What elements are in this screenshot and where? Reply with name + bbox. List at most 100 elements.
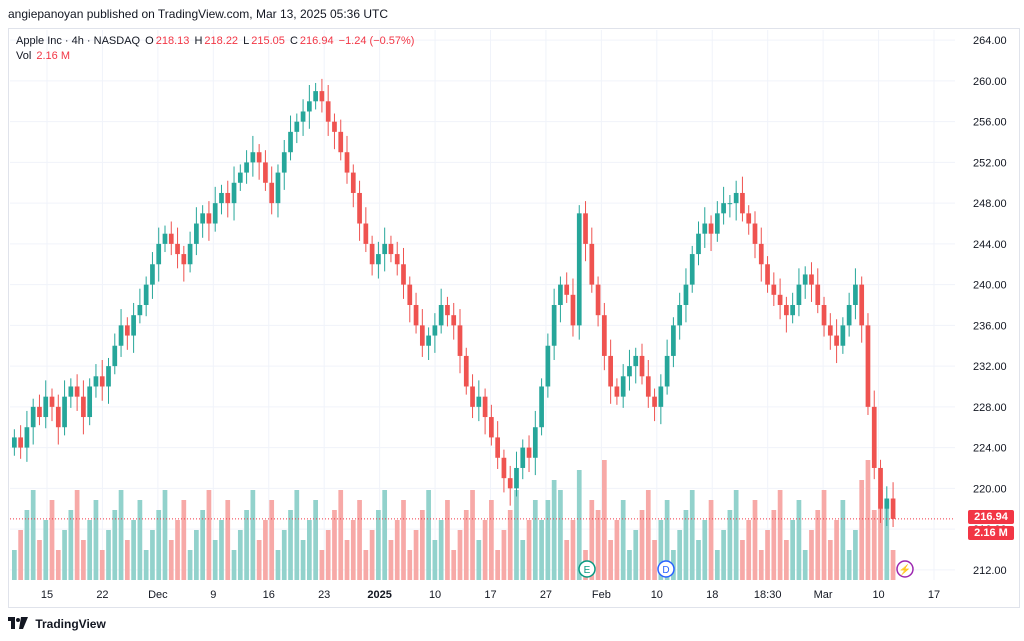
volume-bar <box>250 490 256 580</box>
volume-bar <box>595 510 601 580</box>
volume-bar <box>344 540 350 580</box>
volume-bar <box>790 520 796 580</box>
volume-bar <box>124 540 130 580</box>
volume-bar <box>168 540 174 580</box>
symbol-label[interactable]: Apple Inc · 4h · NASDAQ <box>16 35 141 47</box>
candle-body <box>865 325 871 407</box>
candle-body <box>809 274 814 285</box>
candle-body <box>438 305 444 326</box>
volume-bar <box>551 480 557 580</box>
volume-bar <box>369 530 375 580</box>
x-tick-label: 27 <box>540 589 552 601</box>
candle-body <box>784 305 789 316</box>
volume-bar <box>746 520 752 580</box>
candle-body <box>664 355 670 387</box>
y-tick-label: 252.00 <box>973 157 1007 169</box>
volume-bar <box>608 540 613 580</box>
candle-body <box>871 406 877 468</box>
x-tick-label: 18 <box>706 589 718 601</box>
candle-body <box>194 223 199 244</box>
volume-bar <box>558 490 563 580</box>
volume-bar <box>281 530 287 580</box>
candle-body <box>37 406 42 418</box>
footer-brand[interactable]: TradingView <box>8 617 106 637</box>
dividend-marker <box>657 560 675 578</box>
volume-bar <box>237 530 243 580</box>
candle-body <box>827 325 833 336</box>
volume-bar <box>419 510 425 580</box>
volume-bar <box>162 490 168 580</box>
publisher-text: angiepanoyan published on TradingView.co… <box>8 7 389 21</box>
candle-body <box>369 243 375 265</box>
x-tick-label: 15 <box>41 589 53 601</box>
volume-bar <box>878 490 883 580</box>
volume-bar <box>212 540 218 580</box>
candle-body <box>225 192 231 204</box>
low-label: L <box>243 35 250 47</box>
candle-body <box>821 305 827 326</box>
volume-bar <box>489 500 494 580</box>
volume-bar <box>463 510 469 580</box>
x-tick-label: 16 <box>263 589 275 601</box>
chart-legend: Apple Inc · 4h · NASDAQ O 218.13 H 218.22 … <box>16 34 416 64</box>
volume-bar <box>363 550 369 580</box>
volume-bar <box>325 530 331 580</box>
candle-body <box>840 325 846 346</box>
candle-body <box>288 131 293 153</box>
candle-body <box>721 203 726 214</box>
volume-bar <box>482 520 488 580</box>
candle-body <box>206 213 212 224</box>
candle-body <box>815 284 821 305</box>
volume-bar <box>445 500 450 580</box>
candle-body <box>256 152 262 163</box>
candle-body <box>143 284 149 305</box>
candle-body <box>131 315 136 336</box>
volume-bar <box>401 500 406 580</box>
candle-body <box>244 162 249 173</box>
volume-bar <box>382 490 388 580</box>
candle-body <box>708 223 714 234</box>
candle-body <box>645 376 651 397</box>
candle-body <box>752 223 758 244</box>
volume-bar <box>545 500 551 580</box>
volume-bar <box>758 550 764 580</box>
candle-body <box>413 305 419 326</box>
volume-bar <box>81 540 86 580</box>
candle-body <box>426 335 431 346</box>
volume-bar <box>840 500 846 580</box>
candle-body <box>884 498 890 509</box>
volume-bar <box>865 460 871 580</box>
candle-body <box>219 192 224 204</box>
volume-bar <box>219 520 224 580</box>
candle-body <box>802 274 808 285</box>
candle-body <box>627 366 632 377</box>
volume-bar <box>43 520 49 580</box>
candle-body <box>507 478 513 489</box>
candle-body <box>300 111 306 122</box>
flash-marker-label: ⚡ <box>899 563 911 576</box>
candle-body <box>407 284 413 305</box>
candle-body <box>878 467 883 509</box>
volume-bar <box>821 490 827 580</box>
candle-body <box>758 243 764 265</box>
volume-bar <box>376 510 381 580</box>
volume-bar <box>93 500 99 580</box>
candle-body <box>576 213 582 326</box>
candle-body <box>237 172 243 183</box>
volume-bar <box>313 500 318 580</box>
candle-body <box>181 254 187 265</box>
candle-body <box>476 396 482 407</box>
earnings-marker <box>578 560 596 578</box>
volume-bar <box>520 540 526 580</box>
volume-bar <box>307 520 312 580</box>
volume-bar <box>884 500 890 580</box>
candle-body <box>746 213 752 224</box>
chart-frame[interactable] <box>8 28 1020 608</box>
volume-bar <box>275 550 281 580</box>
volume-bar <box>68 510 74 580</box>
volume-bar <box>319 550 325 580</box>
volume-bar <box>300 540 306 580</box>
x-tick-label: 9 <box>210 589 216 601</box>
x-tick-label: 23 <box>318 589 330 601</box>
